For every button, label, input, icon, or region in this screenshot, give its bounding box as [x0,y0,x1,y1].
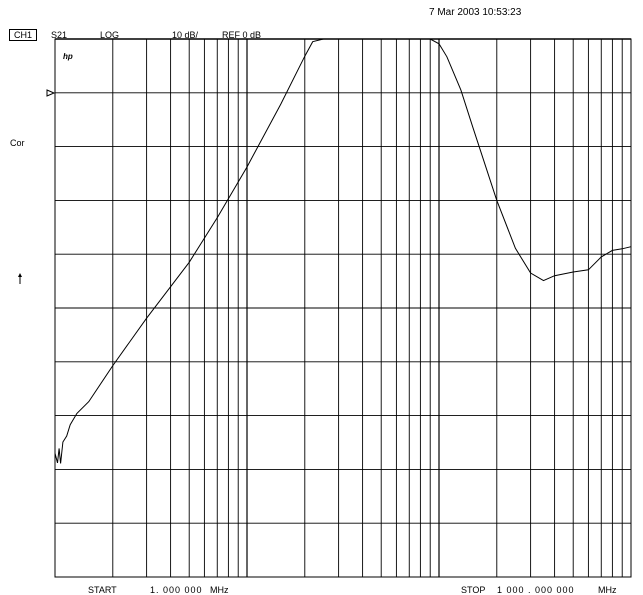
stop-label: STOP [461,585,486,595]
reference-marker-icon [46,89,56,97]
start-label: START [88,585,117,595]
start-frequency-value: 1. 000 000 [150,585,203,595]
start-frequency-unit: MHz [210,585,229,595]
stop-frequency-unit: MHz [598,585,617,595]
stop-frequency-value: 1 000 . 000 000 [497,585,575,595]
s21-trace [54,38,632,464]
correction-annunciator: Cor [10,138,25,148]
marker-arrow-icon [18,273,22,284]
plot-grid [55,38,631,577]
channel-indicator: CH1 [9,29,38,41]
scale-per-division: 10 dB/ [172,30,199,40]
measured-parameter: S21 [51,30,68,40]
reference-level: REF 0 dB [222,30,262,40]
display-format: LOG [100,30,120,40]
hp-logo: hp [63,52,73,61]
timestamp: 7 Mar 2003 10:53:23 [429,7,522,18]
